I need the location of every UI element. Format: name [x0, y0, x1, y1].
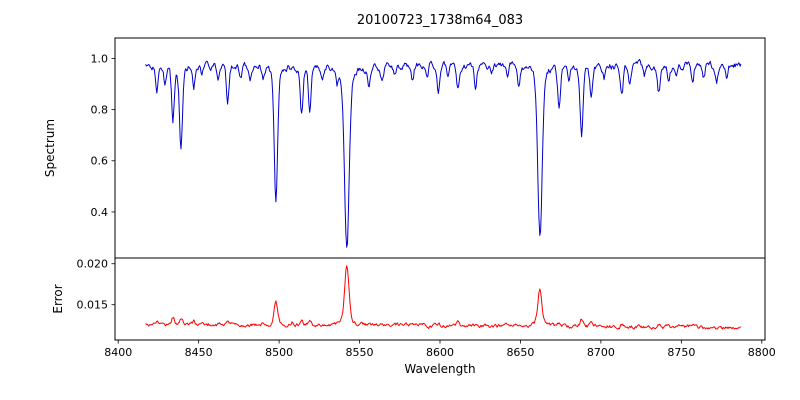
x-tick-label: 8600 — [426, 346, 454, 359]
y-tick-label-spectrum: 0.6 — [91, 155, 109, 168]
spectrum-line — [145, 58, 742, 248]
x-tick-label: 8400 — [104, 346, 132, 359]
x-tick-label: 8450 — [185, 346, 213, 359]
error-axes-frame — [114, 257, 766, 341]
y-tick-label-error: 0.020 — [77, 258, 109, 271]
x-tick-label: 8650 — [506, 346, 534, 359]
y-tick-label-spectrum: 0.4 — [91, 206, 109, 219]
x-tick-label: 8750 — [667, 346, 695, 359]
spectrum-axes-frame — [114, 37, 766, 259]
x-tick-label: 8500 — [265, 346, 293, 359]
x-tick-label: 8700 — [587, 346, 615, 359]
chart-title: 20100723_1738m64_083 — [356, 13, 524, 28]
x-axis-label: Wavelength — [404, 362, 476, 376]
y-tick-label-error: 0.015 — [77, 299, 109, 312]
error-line — [145, 265, 741, 330]
y-tick-label-spectrum: 1.0 — [91, 52, 109, 65]
y-tick-label-spectrum: 0.8 — [91, 103, 109, 116]
x-tick-label: 8800 — [748, 346, 776, 359]
x-tick-label: 8550 — [346, 346, 374, 359]
